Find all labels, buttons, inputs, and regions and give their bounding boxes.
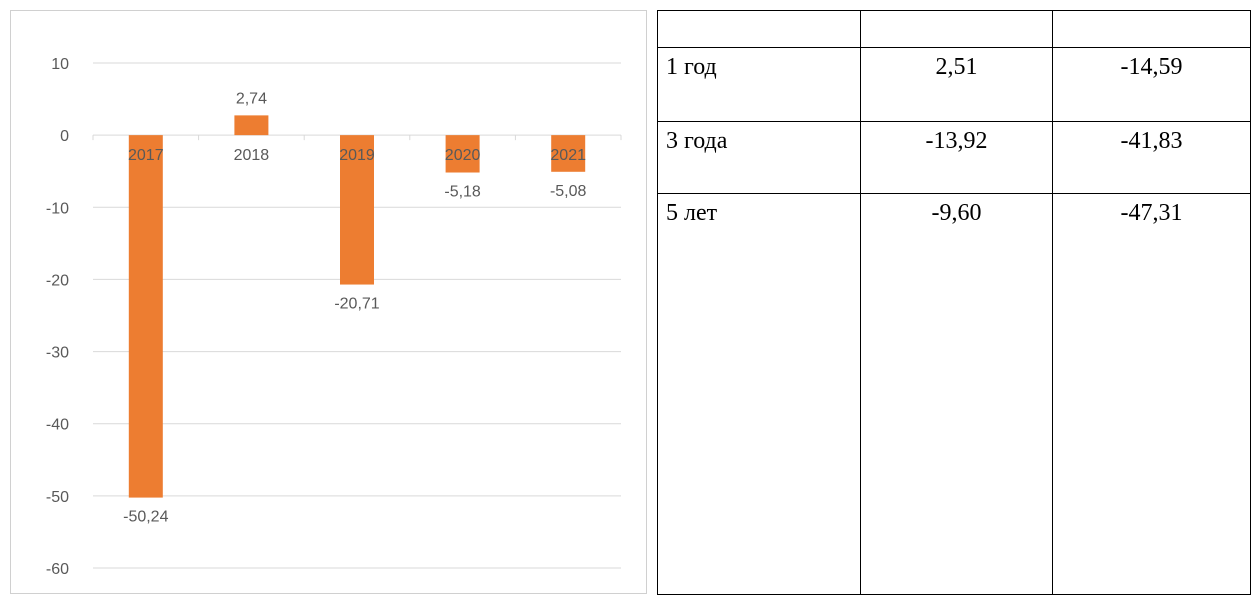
x-tick-label: 2019 <box>339 147 375 164</box>
data-label: -50,24 <box>123 509 168 526</box>
y-tick-label: -60 <box>46 561 69 578</box>
x-tick-label: 2017 <box>128 147 164 164</box>
y-tick-label: -10 <box>46 200 69 217</box>
table-cell <box>657 10 861 48</box>
value-cell: -13,92 <box>860 121 1053 194</box>
table-cell <box>1052 10 1251 48</box>
y-tick-label: -40 <box>46 417 69 434</box>
bar <box>445 135 480 173</box>
y-tick-label: -30 <box>46 345 69 362</box>
table-header-row <box>657 10 1251 48</box>
bar-chart: 10 0 -10 -20 -30 -40 -50 -60 2017 -50,24 2018 2,74 2… <box>46 56 622 578</box>
bar <box>340 135 374 285</box>
x-tick-label: 2020 <box>445 147 481 164</box>
y-tick-label: -20 <box>46 272 69 289</box>
period-cell: 1 год <box>657 47 861 122</box>
data-label: -5,18 <box>444 184 481 201</box>
bar <box>551 135 586 172</box>
period-cell: 3 года <box>657 121 861 194</box>
value-cell: 2,51 <box>860 47 1053 122</box>
returns-table: 1 год 2,51 -14,59 3 года -13,92 -41,83 5… <box>657 10 1251 595</box>
data-label: -20,71 <box>334 296 379 313</box>
table-cell <box>860 10 1053 48</box>
y-tick-label: -50 <box>46 489 69 506</box>
value-cell: -14,59 <box>1052 47 1251 122</box>
bar <box>234 115 269 136</box>
table-row: 1 год 2,51 -14,59 <box>657 47 1251 122</box>
y-tick-label: 0 <box>60 128 69 145</box>
y-tick-label: 10 <box>51 56 69 73</box>
table-row: 3 года -13,92 -41,83 <box>657 121 1251 194</box>
value-cell: -41,83 <box>1052 121 1251 194</box>
period-cell: 5 лет <box>657 193 861 595</box>
data-label: -5,08 <box>550 183 587 200</box>
value-cell: -47,31 <box>1052 193 1251 595</box>
bar <box>128 135 163 498</box>
x-tick-label: 2021 <box>550 147 586 164</box>
table-row: 5 лет -9,60 -47,31 <box>657 193 1251 595</box>
data-label: 2,74 <box>236 90 267 107</box>
value-cell: -9,60 <box>860 193 1053 595</box>
chart-panel: 10 0 -10 -20 -30 -40 -50 -60 2017 -50,24 2018 2,74 2… <box>10 10 647 594</box>
x-tick-label: 2018 <box>234 147 270 164</box>
